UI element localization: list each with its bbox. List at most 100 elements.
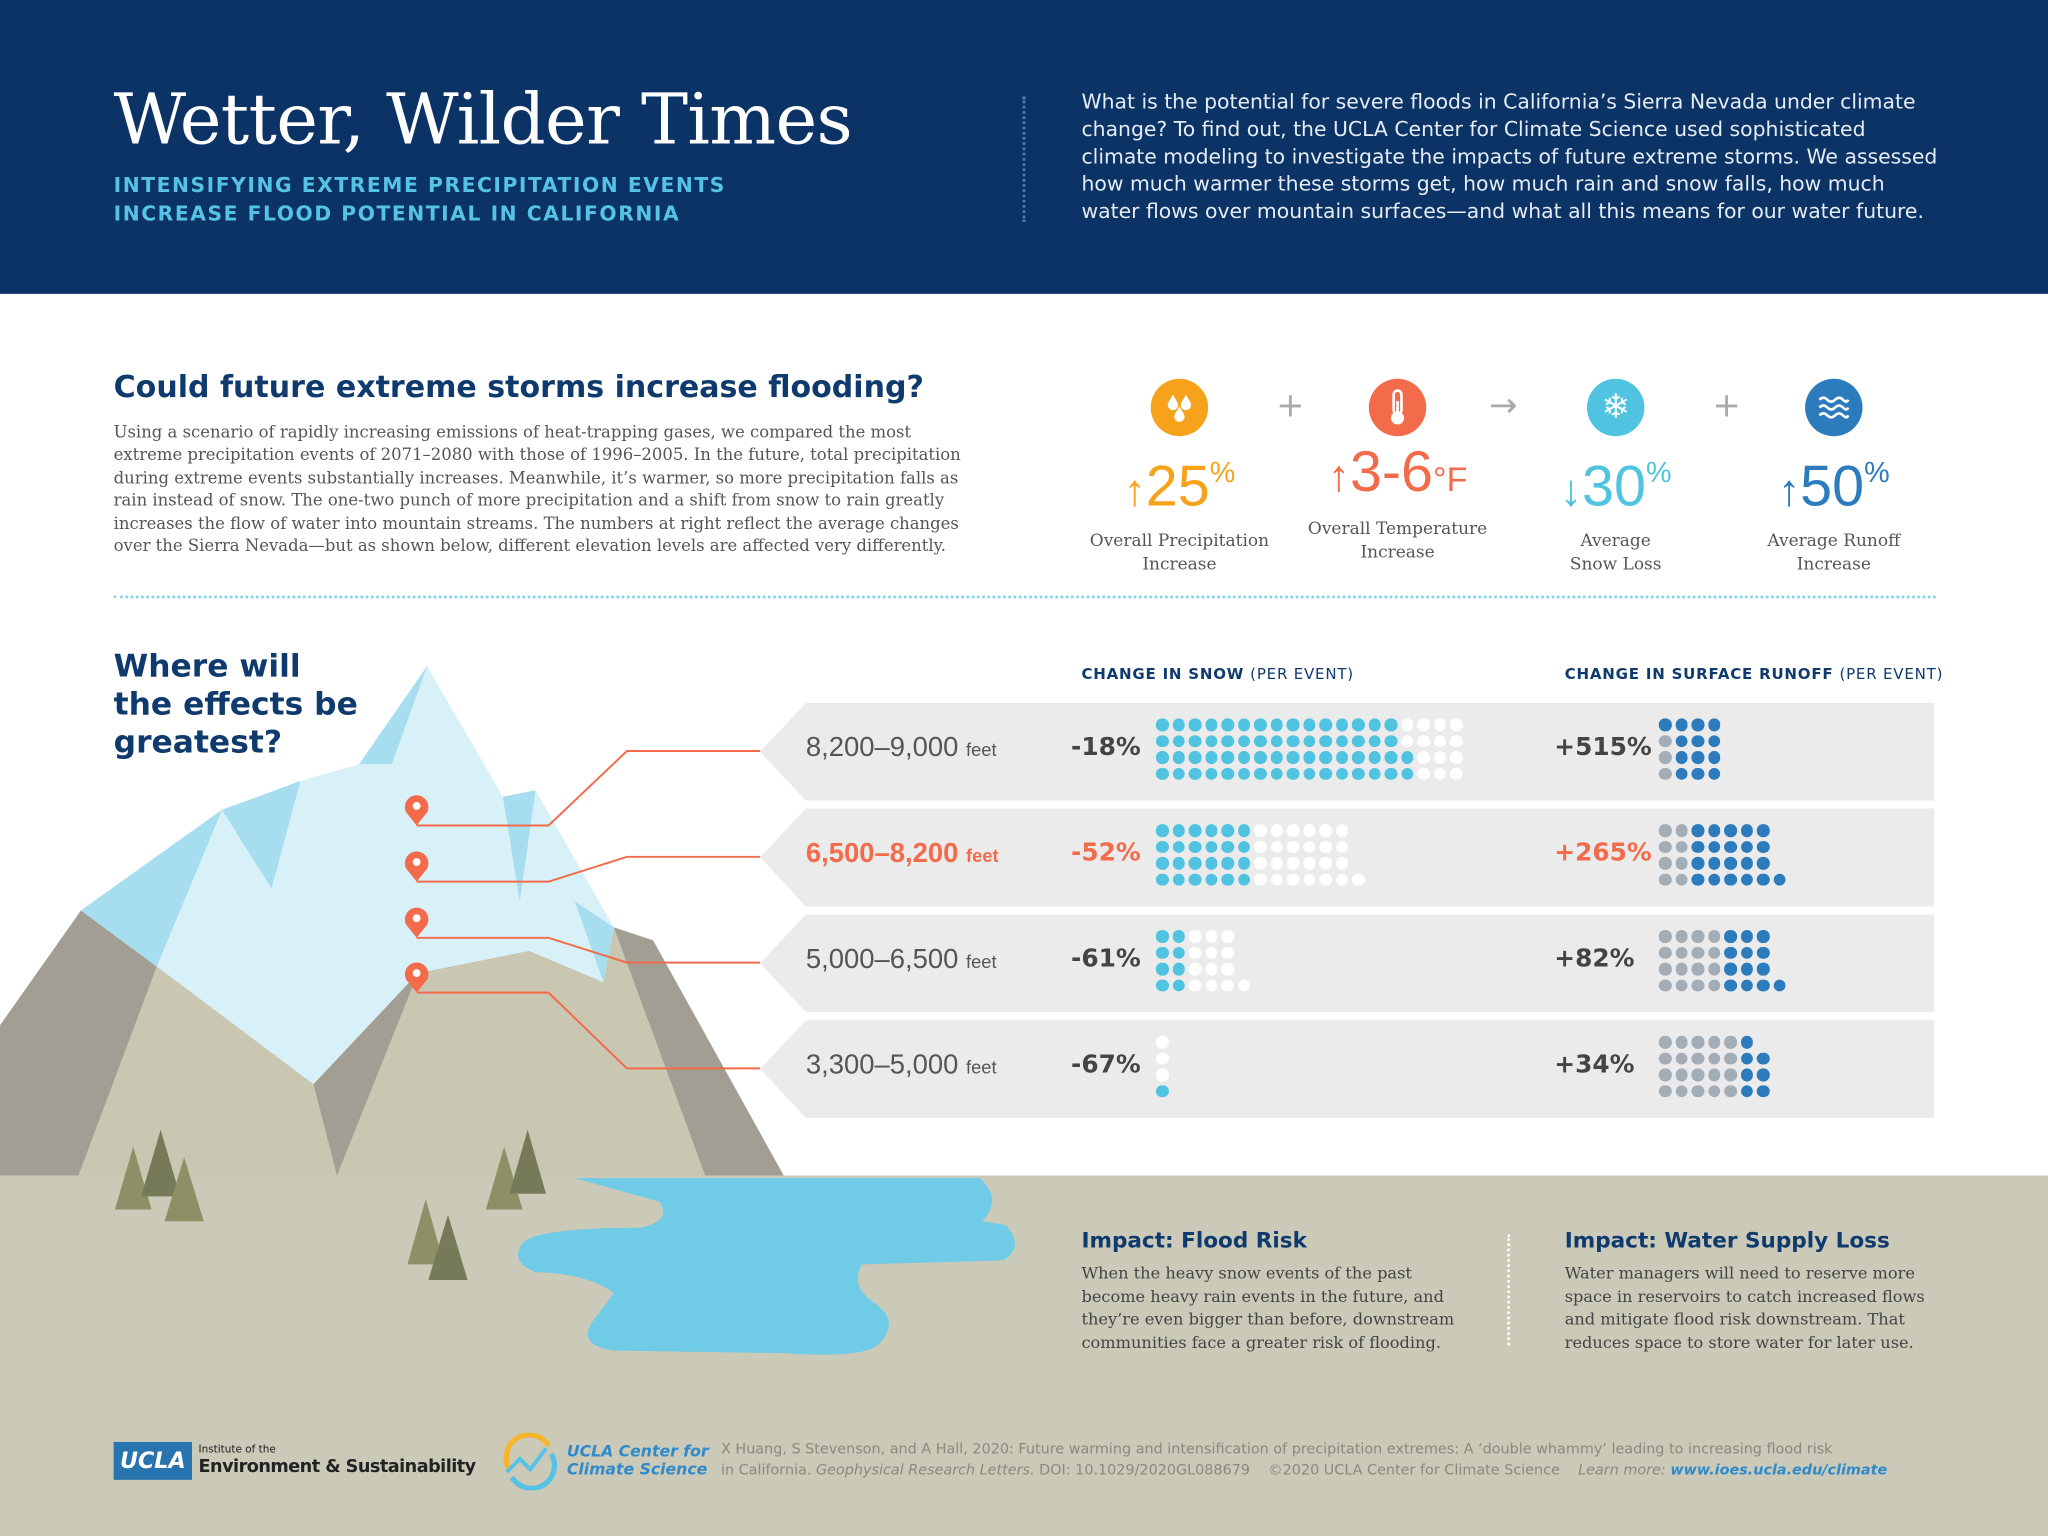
dot-mark bbox=[1756, 824, 1770, 837]
dot-mark bbox=[1724, 840, 1737, 853]
dot-mark bbox=[1172, 873, 1185, 886]
dot-mark bbox=[1237, 767, 1250, 780]
dot-mark bbox=[1253, 718, 1267, 731]
dot-mark bbox=[1286, 824, 1299, 837]
dot-mark bbox=[1253, 856, 1267, 870]
elevation-row: 6,500–8,200 feet -52% +265% bbox=[760, 808, 1935, 907]
dot-mark bbox=[1724, 1068, 1737, 1081]
dot-mark bbox=[1172, 767, 1185, 780]
dot-mark bbox=[1658, 751, 1672, 764]
dot-mark bbox=[1433, 767, 1446, 780]
dot-mark bbox=[1675, 751, 1688, 764]
dot-mark bbox=[1433, 718, 1446, 731]
dot-mark bbox=[1724, 873, 1737, 886]
subtitle-line: INCREASE FLOOD POTENTIAL IN CALIFORNIA bbox=[113, 202, 681, 226]
learn-more-link[interactable]: www.ioes.ucla.edu/climate bbox=[1670, 1461, 1888, 1479]
dot-mark bbox=[1658, 718, 1672, 731]
where-heading: Where will the effects be greatest? bbox=[113, 647, 358, 761]
dot-mark bbox=[1204, 840, 1218, 853]
dot-mark bbox=[1155, 873, 1169, 886]
dot-mark bbox=[1449, 767, 1463, 780]
runoff-column-header: CHANGE IN SURFACE RUNOFF (PER EVENT) bbox=[1564, 664, 1944, 684]
dot-mark bbox=[1691, 734, 1704, 748]
dot-mark bbox=[1221, 978, 1234, 992]
dot-mark bbox=[1253, 873, 1267, 886]
dot-mark bbox=[1286, 856, 1299, 870]
dot-mark bbox=[1368, 751, 1381, 764]
stat-precipitation: ↑25% Overall Precipitation Increase bbox=[1068, 378, 1290, 576]
dot-mark bbox=[1740, 1068, 1753, 1081]
dot-mark bbox=[1172, 929, 1185, 943]
dot-mark bbox=[1691, 824, 1704, 837]
tree-icons bbox=[114, 1129, 546, 1280]
dot-mark bbox=[1204, 873, 1218, 886]
dot-mark bbox=[1691, 767, 1704, 780]
runoff-change-value: +82% bbox=[1554, 944, 1635, 974]
dot-mark bbox=[1221, 946, 1234, 959]
dot-mark bbox=[1302, 751, 1316, 764]
runoff-change-value: +265% bbox=[1554, 838, 1652, 868]
dot-mark bbox=[1707, 929, 1721, 943]
stat-snow-loss: ❄ ↓30% Average Snow Loss bbox=[1505, 378, 1727, 576]
stat-value: ↓30% bbox=[1559, 454, 1672, 519]
dot-mark bbox=[1675, 718, 1688, 731]
dot-mark bbox=[1724, 978, 1737, 992]
dot-mark bbox=[1155, 734, 1169, 748]
dot-mark bbox=[1675, 946, 1688, 959]
stat-label: Average Snow Loss bbox=[1569, 531, 1662, 575]
ccs-logo-icon bbox=[503, 1432, 558, 1491]
elevation-label: 3,300–5,000 feet bbox=[805, 1050, 997, 1081]
dot-mark bbox=[1707, 1084, 1721, 1098]
dot-mark bbox=[1449, 718, 1463, 731]
dot-mark bbox=[1707, 978, 1721, 992]
dot-mark bbox=[1368, 767, 1381, 780]
plus-sign: + bbox=[1276, 386, 1305, 426]
dot-mark bbox=[1204, 929, 1218, 943]
dot-mark bbox=[1302, 840, 1316, 853]
dot-mark bbox=[1319, 824, 1332, 837]
ccs-logo-text: UCLA Center for Climate Science bbox=[566, 1441, 709, 1478]
dot-mark bbox=[1740, 1035, 1753, 1049]
dot-mark bbox=[1400, 767, 1414, 780]
dot-mark bbox=[1707, 946, 1721, 959]
stat-label: Overall Precipitation Increase bbox=[1089, 531, 1270, 575]
dot-mark bbox=[1724, 1035, 1737, 1049]
dot-mark bbox=[1188, 824, 1201, 837]
dot-mark bbox=[1319, 840, 1332, 853]
dot-mark bbox=[1302, 734, 1316, 748]
dot-mark bbox=[1449, 734, 1463, 748]
ground-background bbox=[0, 1175, 2048, 1536]
dot-mark bbox=[1691, 718, 1704, 731]
elevation-row: 3,300–5,000 feet -67% +34% bbox=[760, 1020, 1935, 1119]
dot-mark bbox=[1724, 1052, 1737, 1065]
dot-mark bbox=[1335, 718, 1348, 731]
dot-mark bbox=[1351, 718, 1365, 731]
dot-mark bbox=[1756, 1084, 1770, 1098]
dot-mark bbox=[1188, 856, 1201, 870]
dot-mark bbox=[1188, 734, 1201, 748]
dot-mark bbox=[1384, 734, 1397, 748]
dot-mark bbox=[1155, 718, 1169, 731]
elevation-row: 5,000–6,500 feet -61% +82% bbox=[760, 914, 1935, 1013]
dot-mark bbox=[1691, 978, 1704, 992]
dot-mark bbox=[1724, 1084, 1737, 1098]
dot-mark bbox=[1237, 751, 1250, 764]
page-subtitle: INTENSIFYING EXTREME PRECIPITATION EVENT… bbox=[114, 171, 726, 228]
thermometer-icon bbox=[1368, 378, 1427, 437]
dot-mark bbox=[1237, 718, 1250, 731]
dot-mark bbox=[1724, 856, 1737, 870]
dot-mark bbox=[1286, 718, 1299, 731]
dot-mark bbox=[1221, 929, 1234, 943]
dot-mark bbox=[1221, 767, 1234, 780]
dot-mark bbox=[1335, 840, 1348, 853]
dot-mark bbox=[1155, 929, 1169, 943]
dot-mark bbox=[1319, 751, 1332, 764]
dot-mark bbox=[1724, 962, 1737, 976]
dot-mark bbox=[1400, 751, 1414, 764]
plus-sign: + bbox=[1712, 386, 1741, 426]
citation: X Huang, S Stevenson, and A Hall, 2020: … bbox=[720, 1440, 1888, 1479]
dot-mark bbox=[1351, 751, 1365, 764]
dot-mark bbox=[1286, 873, 1299, 886]
dot-mark bbox=[1155, 1084, 1169, 1098]
